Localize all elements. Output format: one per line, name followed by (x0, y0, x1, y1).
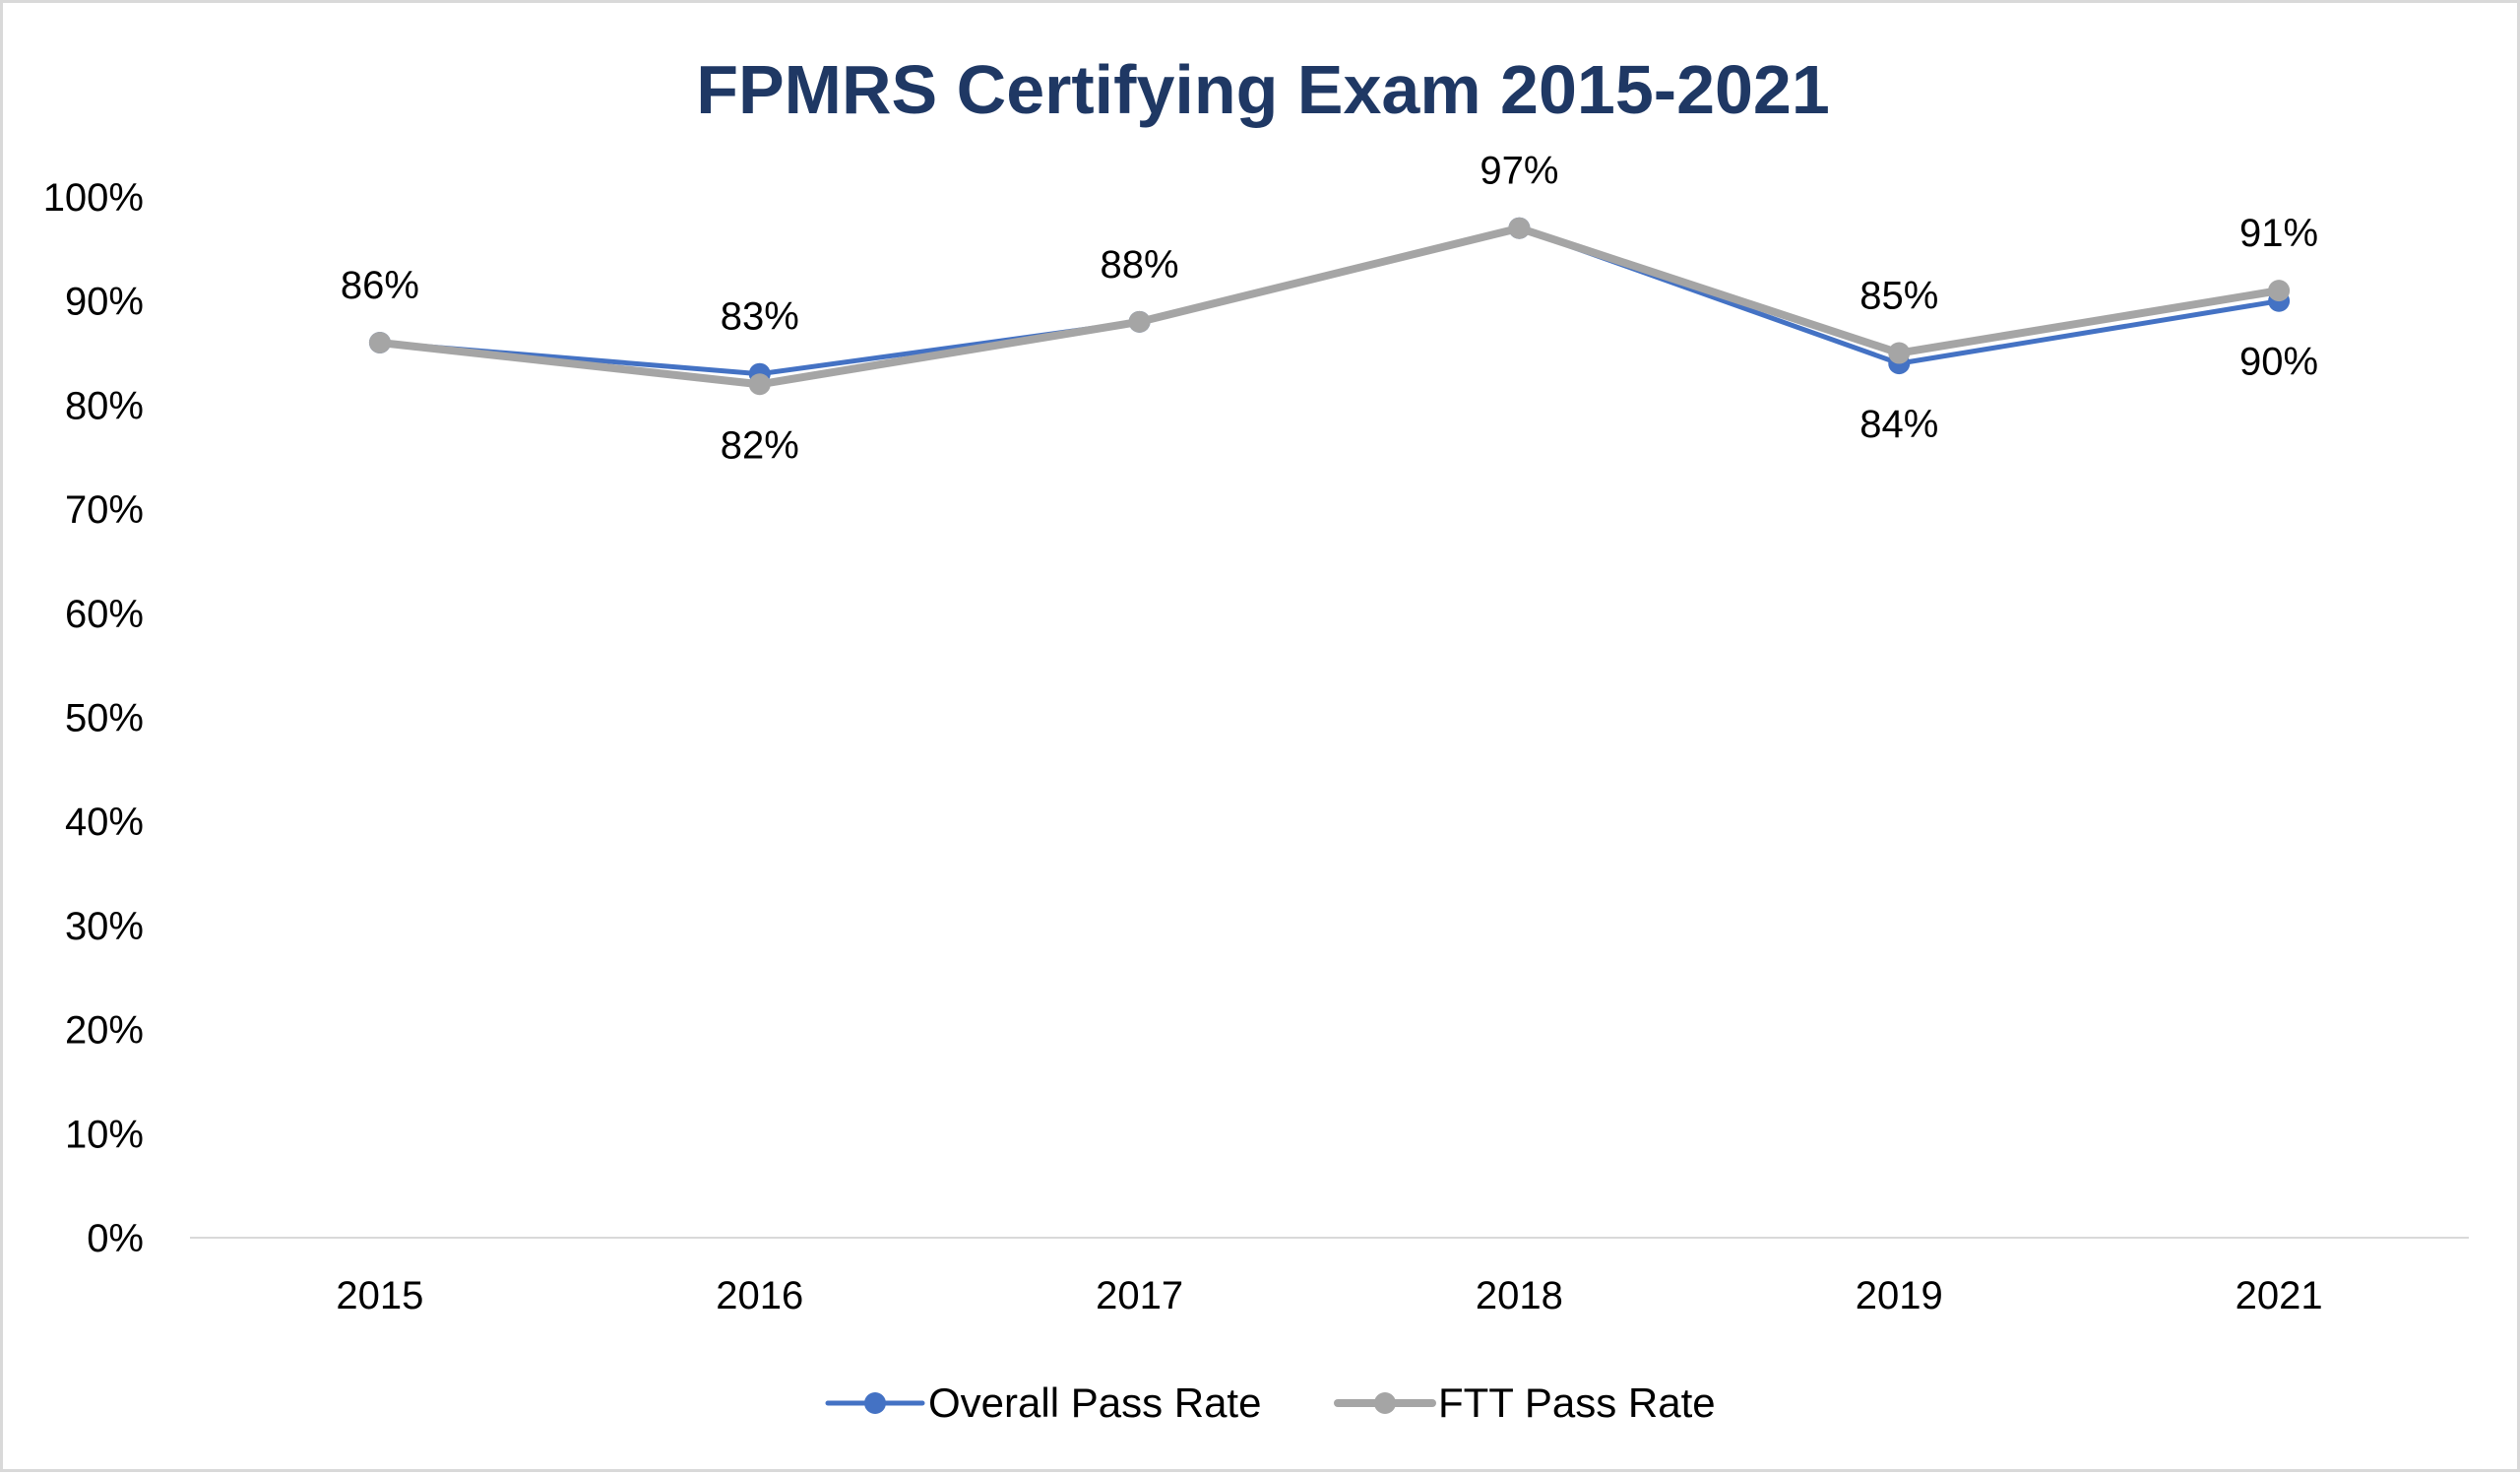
y-tick-label: 70% (65, 488, 144, 532)
data-label: 88% (1101, 243, 1179, 287)
y-tick-label: 10% (65, 1113, 144, 1156)
y-tick-label: 100% (43, 176, 144, 220)
data-label: 91% (2239, 212, 2318, 255)
y-tick-label: 60% (65, 593, 144, 636)
x-axis-ticks: 2015 2016 2017 2018 2019 2021 (336, 1274, 2322, 1317)
data-label: 85% (1859, 275, 1938, 318)
y-axis-ticks: 0% 10% 20% 30% 40% 50% 60% 70% 80% 90% 100% (43, 176, 144, 1260)
data-labels: 86% 83% 82% 88% 97% 85% 84% 91% 90% (341, 150, 2318, 468)
data-label: 84% (1859, 403, 1938, 446)
data-point (1888, 342, 1911, 364)
data-label: 86% (341, 264, 419, 307)
x-tick-label: 2016 (716, 1274, 803, 1317)
y-tick-label: 50% (65, 697, 144, 740)
data-point (1508, 217, 1531, 239)
data-label: 83% (721, 295, 799, 339)
y-tick-label: 20% (65, 1009, 144, 1053)
x-tick-label: 2021 (2236, 1274, 2323, 1317)
line-chart: FPMRS Certifying Exam 2015-2021 0% 10% 20%… (43, 51, 2469, 1426)
y-tick-label: 80% (65, 384, 144, 427)
chart-title: FPMRS Certifying Exam 2015-2021 (696, 51, 1830, 128)
y-tick-label: 90% (65, 281, 144, 324)
y-tick-label: 40% (65, 801, 144, 844)
series-1 (368, 217, 2291, 396)
data-point (2268, 280, 2291, 302)
data-label: 90% (2239, 341, 2318, 384)
y-tick-label: 0% (87, 1217, 144, 1260)
data-label: 82% (721, 423, 799, 467)
series-0 (368, 217, 2291, 385)
data-point (748, 373, 771, 396)
series-line (375, 224, 2284, 389)
x-tick-label: 2018 (1476, 1274, 1563, 1317)
x-tick-label: 2019 (1856, 1274, 1943, 1317)
x-tick-label: 2015 (336, 1274, 423, 1317)
legend-item: Overall Pass Rate (825, 1379, 1261, 1426)
x-tick-label: 2017 (1096, 1274, 1183, 1317)
legend-label: FTT Pass Rate (1438, 1379, 1716, 1426)
legend-item: FTT Pass Rate (1334, 1379, 1716, 1426)
legend: Overall Pass Rate FTT Pass Rate (825, 1379, 1716, 1426)
legend-swatch-marker (1374, 1392, 1396, 1414)
data-point (1128, 310, 1151, 333)
legend-label: Overall Pass Rate (928, 1379, 1261, 1426)
data-point (368, 331, 391, 353)
y-tick-label: 30% (65, 905, 144, 948)
legend-swatch-marker (864, 1392, 886, 1414)
series-layer (368, 217, 2291, 396)
series-line (377, 225, 2282, 377)
data-label: 97% (1480, 150, 1558, 193)
